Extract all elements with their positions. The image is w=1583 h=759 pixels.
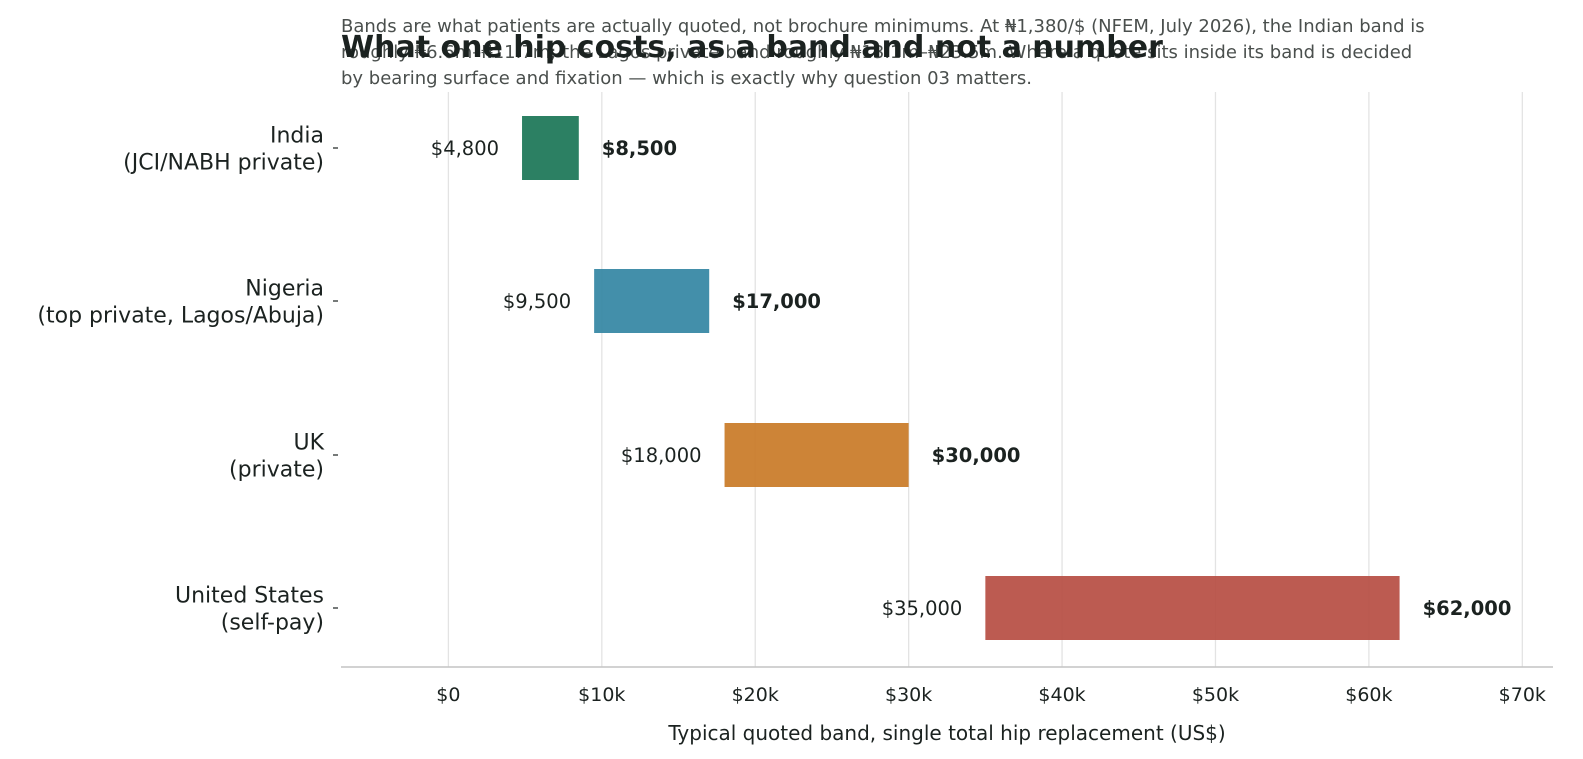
range-bar bbox=[985, 576, 1400, 640]
y-axis-categories: India(JCI/NABH private) Nigeria(top priva… bbox=[37, 124, 338, 636]
x-tick-label: $40k bbox=[1038, 684, 1085, 706]
y-category-label: (self-pay) bbox=[221, 611, 324, 636]
y-category-label: India bbox=[270, 124, 324, 149]
range-bars bbox=[522, 116, 1400, 640]
y-category-label: Nigeria bbox=[245, 277, 324, 302]
subtitle-line: by bearing surface and fixation — which … bbox=[341, 68, 1032, 89]
x-tick-label: $70k bbox=[1499, 684, 1546, 706]
y-category-label: UK bbox=[293, 431, 324, 456]
bar-high-label: $30,000 bbox=[932, 444, 1021, 467]
bar-high-label: $62,000 bbox=[1423, 597, 1512, 620]
subtitle-line: Bands are what patients are actually quo… bbox=[341, 16, 1425, 37]
y-category-label: (top private, Lagos/Abuja) bbox=[37, 304, 324, 329]
bar-low-label: $35,000 bbox=[882, 597, 963, 620]
y-category-label: (private) bbox=[229, 458, 324, 483]
range-bar bbox=[724, 423, 909, 487]
bar-low-label: $4,800 bbox=[431, 137, 499, 160]
x-tick-label: $10k bbox=[578, 684, 625, 706]
x-tick-label: $0 bbox=[436, 684, 460, 706]
x-tick-label: $20k bbox=[732, 684, 779, 706]
y-category-label: (JCI/NABH private) bbox=[123, 151, 324, 176]
x-tick-label: $60k bbox=[1345, 684, 1392, 706]
bar-high-label: $17,000 bbox=[732, 290, 821, 313]
bar-low-label: $9,500 bbox=[503, 290, 571, 313]
x-tick-label: $50k bbox=[1192, 684, 1239, 706]
bar-value-labels: $4,800 $8,500 $9,500 $17,000 $18,000 $30,000 $… bbox=[431, 137, 1512, 620]
bar-low-label: $18,000 bbox=[621, 444, 702, 467]
bar-high-label: $8,500 bbox=[602, 137, 677, 160]
chart-title: What one hip costs, as a band and not a … bbox=[341, 30, 1163, 65]
x-axis-ticks: $0 $10k $20k $30k $40k $50k $60k $70k bbox=[436, 684, 1546, 706]
range-bar bbox=[594, 269, 710, 333]
grid-lines bbox=[447, 92, 1523, 667]
x-axis-title: Typical quoted band, single total hip re… bbox=[667, 721, 1225, 745]
range-bar bbox=[522, 116, 579, 180]
y-category-label: United States bbox=[175, 584, 324, 609]
subtitle-line: roughly ₦6.6m–₦11.7m; the Lagos private … bbox=[341, 42, 1412, 63]
x-tick-label: $30k bbox=[885, 684, 932, 706]
chart-subtitle: Bands are what patients are actually quo… bbox=[341, 16, 1425, 89]
